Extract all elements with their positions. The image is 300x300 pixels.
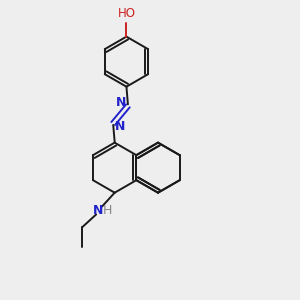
Text: HO: HO (117, 8, 135, 20)
Text: N: N (93, 205, 104, 218)
Text: N: N (115, 120, 125, 133)
Text: N: N (116, 96, 127, 110)
Text: H: H (103, 205, 112, 218)
